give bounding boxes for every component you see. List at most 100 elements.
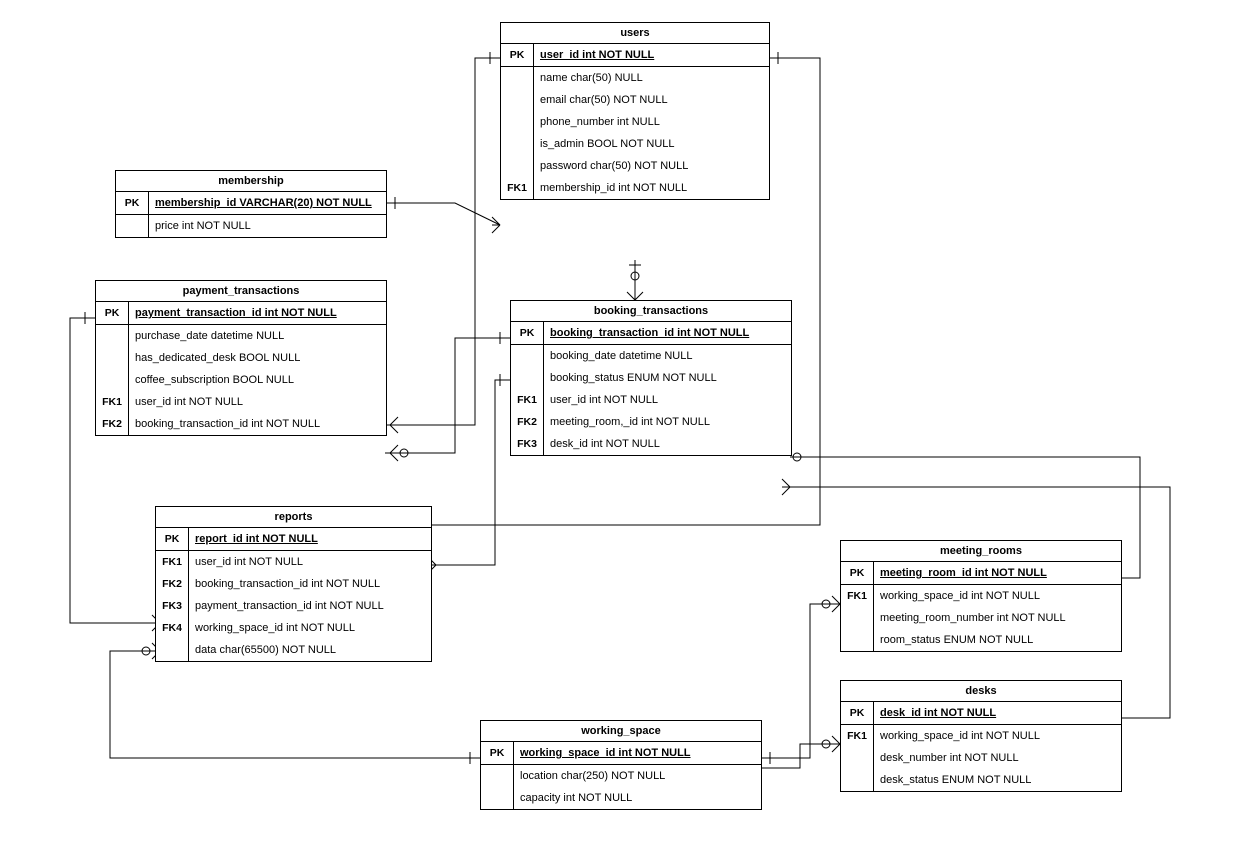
field-label: booking_transaction_id int NOT NULL: [544, 322, 791, 344]
pk-row: PKuser_id int NOT NULL: [501, 44, 769, 67]
field-label: location char(250) NOT NULL: [514, 765, 761, 787]
field-label: room_status ENUM NOT NULL: [874, 629, 1121, 651]
field-row: FK1user_id int NOT NULL: [156, 551, 431, 573]
field-row: coffee_subscription BOOL NULL: [96, 369, 386, 391]
key-label: FK2: [511, 411, 544, 433]
field-label: report_id int NOT NULL: [189, 528, 431, 550]
edge-booking_pk_to_reports_fk2: [430, 380, 510, 565]
entity-users: usersPKuser_id int NOT NULLname char(50)…: [500, 22, 770, 200]
key-label: PK: [481, 742, 514, 764]
pk-row: PKmeeting_room_id int NOT NULL: [841, 562, 1121, 585]
key-label: FK2: [96, 413, 129, 435]
entity-title: booking_transactions: [511, 301, 791, 322]
entity-booking_transactions: booking_transactionsPKbooking_transactio…: [510, 300, 792, 456]
field-label: booking_status ENUM NOT NULL: [544, 367, 791, 389]
field-row: phone_number int NULL: [501, 111, 769, 133]
field-row: location char(250) NOT NULL: [481, 765, 761, 787]
key-label: [501, 67, 534, 89]
key-label: [501, 111, 534, 133]
field-label: booking_transaction_id int NOT NULL: [189, 573, 431, 595]
key-label: FK1: [156, 551, 189, 573]
field-label: price int NOT NULL: [149, 215, 386, 237]
key-label: FK1: [96, 391, 129, 413]
key-label: FK1: [841, 725, 874, 747]
key-label: PK: [841, 702, 874, 724]
pk-row: PKbooking_transaction_id int NOT NULL: [511, 322, 791, 345]
key-label: [96, 325, 129, 347]
entity-title: users: [501, 23, 769, 44]
field-row: email char(50) NOT NULL: [501, 89, 769, 111]
key-label: [96, 347, 129, 369]
field-row: name char(50) NULL: [501, 67, 769, 89]
field-label: membership_id int NOT NULL: [534, 177, 769, 199]
field-row: FK1working_space_id int NOT NULL: [841, 725, 1121, 747]
field-label: data char(65500) NOT NULL: [189, 639, 431, 661]
field-row: price int NOT NULL: [116, 215, 386, 237]
key-label: [481, 765, 514, 787]
field-label: payment_transaction_id int NOT NULL: [189, 595, 431, 617]
field-label: capacity int NOT NULL: [514, 787, 761, 809]
edge-working_space_to_meeting_rooms: [760, 604, 840, 758]
field-row: booking_date datetime NULL: [511, 345, 791, 367]
field-label: booking_date datetime NULL: [544, 345, 791, 367]
key-label: [116, 215, 149, 237]
field-row: booking_status ENUM NOT NULL: [511, 367, 791, 389]
field-row: FK1user_id int NOT NULL: [96, 391, 386, 413]
pk-row: PKreport_id int NOT NULL: [156, 528, 431, 551]
field-label: password char(50) NOT NULL: [534, 155, 769, 177]
field-row: FK4working_space_id int NOT NULL: [156, 617, 431, 639]
field-row: capacity int NOT NULL: [481, 787, 761, 809]
field-label: working_space_id int NOT NULL: [874, 585, 1121, 607]
field-label: purchase_date datetime NULL: [129, 325, 386, 347]
field-label: booking_transaction_id int NOT NULL: [129, 413, 386, 435]
field-row: is_admin BOOL NOT NULL: [501, 133, 769, 155]
entity-title: payment_transactions: [96, 281, 386, 302]
entity-meeting_rooms: meeting_roomsPKmeeting_room_id int NOT N…: [840, 540, 1122, 652]
field-row: FK1user_id int NOT NULL: [511, 389, 791, 411]
key-label: [841, 769, 874, 791]
key-label: FK2: [156, 573, 189, 595]
field-label: meeting_room_number int NOT NULL: [874, 607, 1121, 629]
field-label: email char(50) NOT NULL: [534, 89, 769, 111]
key-label: [841, 747, 874, 769]
entity-title: working_space: [481, 721, 761, 742]
edge-membership_to_users: [385, 203, 500, 225]
entity-title: reports: [156, 507, 431, 528]
field-row: room_status ENUM NOT NULL: [841, 629, 1121, 651]
field-label: working_space_id int NOT NULL: [514, 742, 761, 764]
field-label: working_space_id int NOT NULL: [189, 617, 431, 639]
key-label: PK: [841, 562, 874, 584]
field-label: desk_status ENUM NOT NULL: [874, 769, 1121, 791]
field-row: desk_number int NOT NULL: [841, 747, 1121, 769]
field-row: FK2meeting_room,_id int NOT NULL: [511, 411, 791, 433]
key-label: [156, 639, 189, 661]
field-label: desk_id int NOT NULL: [544, 433, 791, 455]
field-label: desk_id int NOT NULL: [874, 702, 1121, 724]
field-row: FK1membership_id int NOT NULL: [501, 177, 769, 199]
pk-row: PKpayment_transaction_id int NOT NULL: [96, 302, 386, 325]
field-label: user_id int NOT NULL: [189, 551, 431, 573]
key-label: FK1: [511, 389, 544, 411]
entity-reports: reportsPKreport_id int NOT NULLFK1user_i…: [155, 506, 432, 662]
field-label: working_space_id int NOT NULL: [874, 725, 1121, 747]
entity-title: desks: [841, 681, 1121, 702]
key-label: PK: [511, 322, 544, 344]
key-label: FK3: [156, 595, 189, 617]
entity-working_space: working_spacePKworking_space_id int NOT …: [480, 720, 762, 810]
pk-row: PKworking_space_id int NOT NULL: [481, 742, 761, 765]
key-label: [501, 155, 534, 177]
key-label: [511, 345, 544, 367]
field-row: FK2booking_transaction_id int NOT NULL: [96, 413, 386, 435]
field-row: FK2booking_transaction_id int NOT NULL: [156, 573, 431, 595]
key-label: [841, 607, 874, 629]
field-label: meeting_room,_id int NOT NULL: [544, 411, 791, 433]
key-label: FK4: [156, 617, 189, 639]
field-row: has_dedicated_desk BOOL NULL: [96, 347, 386, 369]
key-label: FK1: [841, 585, 874, 607]
key-label: FK3: [511, 433, 544, 455]
field-row: meeting_room_number int NOT NULL: [841, 607, 1121, 629]
field-row: FK3payment_transaction_id int NOT NULL: [156, 595, 431, 617]
field-label: membership_id VARCHAR(20) NOT NULL: [149, 192, 386, 214]
field-row: data char(65500) NOT NULL: [156, 639, 431, 661]
key-label: [481, 787, 514, 809]
